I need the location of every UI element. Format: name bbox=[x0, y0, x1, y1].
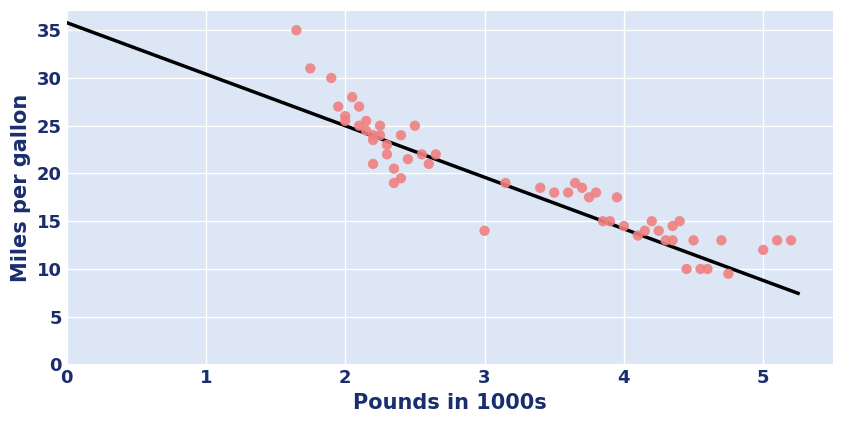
Point bbox=[701, 265, 714, 272]
Point bbox=[652, 227, 665, 234]
Point bbox=[631, 232, 645, 239]
Point bbox=[548, 189, 561, 196]
Point bbox=[381, 151, 394, 158]
Point bbox=[338, 113, 352, 120]
Point bbox=[771, 237, 784, 244]
Point bbox=[360, 117, 373, 124]
Point bbox=[638, 227, 652, 234]
Point bbox=[394, 175, 408, 181]
Point bbox=[429, 151, 442, 158]
Point bbox=[784, 237, 798, 244]
Point bbox=[394, 132, 408, 139]
Point bbox=[387, 165, 401, 172]
Point bbox=[387, 180, 401, 187]
Point bbox=[366, 132, 380, 139]
Point bbox=[582, 194, 596, 201]
Point bbox=[687, 237, 701, 244]
Point bbox=[603, 218, 617, 225]
Point bbox=[499, 180, 512, 187]
Point bbox=[422, 161, 436, 167]
Point bbox=[694, 265, 707, 272]
Point bbox=[568, 180, 582, 187]
Point bbox=[666, 223, 679, 229]
Point bbox=[561, 189, 575, 196]
Point bbox=[366, 161, 380, 167]
Point bbox=[338, 117, 352, 124]
Point bbox=[304, 65, 317, 72]
Point bbox=[645, 218, 658, 225]
Point bbox=[715, 237, 728, 244]
Point bbox=[610, 194, 624, 201]
Point bbox=[289, 27, 303, 33]
Point bbox=[373, 122, 387, 129]
Point bbox=[666, 237, 679, 244]
Point bbox=[408, 122, 422, 129]
Point bbox=[381, 142, 394, 148]
Point bbox=[325, 75, 338, 81]
Point bbox=[401, 156, 414, 162]
Point bbox=[756, 246, 770, 253]
Point bbox=[673, 218, 686, 225]
Point bbox=[596, 218, 609, 225]
Point bbox=[332, 103, 345, 110]
Point bbox=[533, 184, 547, 191]
Point bbox=[353, 103, 366, 110]
Point bbox=[722, 271, 735, 277]
Point bbox=[679, 265, 693, 272]
Y-axis label: Miles per gallon: Miles per gallon bbox=[11, 94, 31, 282]
Point bbox=[366, 137, 380, 143]
Point bbox=[345, 94, 359, 100]
Point bbox=[659, 237, 673, 244]
Point bbox=[589, 189, 603, 196]
Point bbox=[617, 223, 630, 229]
Point bbox=[478, 227, 491, 234]
Point bbox=[373, 132, 387, 139]
X-axis label: Pounds in 1000s: Pounds in 1000s bbox=[353, 393, 547, 413]
Point bbox=[353, 122, 366, 129]
Point bbox=[415, 151, 429, 158]
Point bbox=[360, 127, 373, 134]
Point bbox=[576, 184, 589, 191]
